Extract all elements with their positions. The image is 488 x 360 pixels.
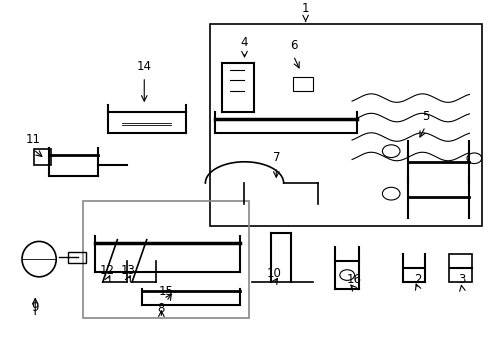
Text: 6: 6 xyxy=(289,39,297,52)
Bar xyxy=(34,149,51,165)
Text: 15: 15 xyxy=(159,285,173,298)
Bar xyxy=(448,254,471,282)
Text: 2: 2 xyxy=(413,273,421,286)
Text: 3: 3 xyxy=(457,273,465,286)
Text: 14: 14 xyxy=(137,60,151,73)
Text: 16: 16 xyxy=(346,273,361,286)
Text: 13: 13 xyxy=(121,264,135,277)
Text: 4: 4 xyxy=(240,36,248,49)
Text: 8: 8 xyxy=(157,302,165,315)
Text: 9: 9 xyxy=(31,301,39,314)
Text: 1: 1 xyxy=(301,2,309,15)
Text: 12: 12 xyxy=(100,264,115,277)
Text: 5: 5 xyxy=(421,110,428,123)
Bar xyxy=(210,24,481,225)
Text: 10: 10 xyxy=(266,267,281,280)
Text: 11: 11 xyxy=(26,133,41,146)
Bar xyxy=(293,77,312,91)
Text: 7: 7 xyxy=(272,150,280,163)
Bar xyxy=(68,252,85,263)
Bar xyxy=(83,202,249,318)
